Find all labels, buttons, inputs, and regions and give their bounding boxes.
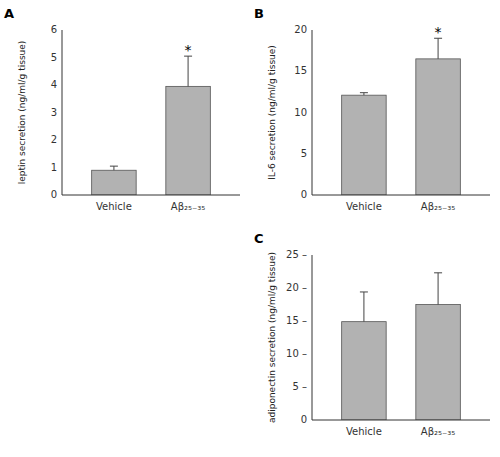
y-axis-label: IL-6 secretion (ng/ml/g tissue) xyxy=(267,45,277,180)
error-bar xyxy=(184,56,192,86)
bar xyxy=(416,59,461,195)
y-tick-label: 20 – xyxy=(286,282,307,293)
panel-label: C xyxy=(254,231,264,246)
y-tick-label: 0 xyxy=(51,189,57,200)
y-tick-label: 0 xyxy=(301,414,307,425)
bar xyxy=(166,86,211,195)
error-bar xyxy=(360,292,368,322)
x-tick-label: Vehicle xyxy=(96,201,132,212)
error-bar xyxy=(434,38,442,59)
panel: 0 1 2 3 4 5 6 Vehicle Aβ₂₅₋₃₅ * leptin secretion (… xyxy=(4,6,240,212)
y-tick-label: 20 xyxy=(294,24,307,35)
annotation: * xyxy=(185,42,192,58)
error-bar xyxy=(360,93,368,95)
bar xyxy=(416,305,461,421)
y-tick-label: 2 xyxy=(51,134,57,145)
x-tick-label: Vehicle xyxy=(346,426,382,437)
panel-label: B xyxy=(254,6,264,21)
y-axis-line xyxy=(312,255,313,420)
annotation: * xyxy=(435,24,442,40)
y-axis-line xyxy=(312,30,313,195)
x-axis-line xyxy=(312,420,490,421)
x-tick-label: Aβ₂₅₋₃₅ xyxy=(421,201,456,212)
plot-area xyxy=(92,56,211,195)
x-axis-line xyxy=(62,195,240,196)
x-tick-label: Aβ₂₅₋₃₅ xyxy=(171,201,206,212)
bar xyxy=(342,322,387,420)
plot-area xyxy=(342,273,461,420)
x-tick-label: Vehicle xyxy=(346,201,382,212)
y-tick-label: 15 xyxy=(294,65,307,76)
bar xyxy=(92,170,136,195)
panel: 0 5 10 15 20 Vehicle Aβ₂₅₋₃₅ * IL-6 secretion (n… xyxy=(254,6,490,212)
x-tick-label: Aβ₂₅₋₃₅ xyxy=(421,426,456,437)
y-tick-label: 5 xyxy=(301,148,307,159)
y-tick-label: 10 xyxy=(294,107,307,118)
panel-label: A xyxy=(4,6,14,21)
y-tick-label: 1 xyxy=(51,162,57,173)
error-bar xyxy=(434,273,442,305)
panel: 0 5 – 10 – 15 – 20 – 25 – Vehicle Aβ₂₅₋₃₅ adipon… xyxy=(254,231,490,437)
y-axis-label: adiponectin secretion (ng/ml/g tissue) xyxy=(267,252,277,423)
x-axis-line xyxy=(312,195,490,196)
y-tick-label: 0 xyxy=(301,189,307,200)
error-bar xyxy=(110,166,118,170)
y-tick-label: 10 – xyxy=(286,348,307,359)
y-tick-label: 6 xyxy=(51,24,57,35)
y-tick-label: 15 – xyxy=(286,315,307,326)
y-tick-label: 5 xyxy=(51,52,57,63)
y-tick-label: 5 – xyxy=(292,381,307,392)
y-tick-label: 4 xyxy=(51,79,57,90)
chart-container: 0 1 2 3 4 5 6 Vehicle Aβ₂₅₋₃₅ * leptin secretion (… xyxy=(0,0,500,457)
y-axis-label: leptin secretion (ng/ml/g tissue) xyxy=(17,41,27,185)
figure: 0 1 2 3 4 5 6 Vehicle Aβ₂₅₋₃₅ * leptin secretion (… xyxy=(0,0,500,457)
plot-area xyxy=(342,38,461,195)
bar xyxy=(342,95,387,195)
y-tick-label: 25 – xyxy=(286,249,307,260)
y-axis-line xyxy=(62,30,63,195)
y-tick-label: 3 xyxy=(51,107,57,118)
